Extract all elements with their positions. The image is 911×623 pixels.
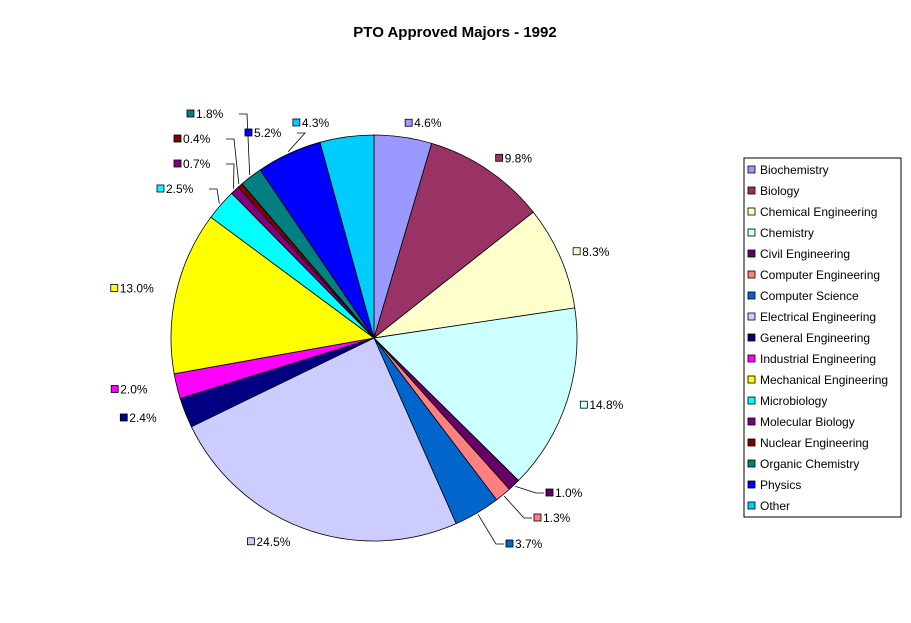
leader-line [226, 163, 235, 189]
legend-label-chemistry: Chemistry [760, 226, 814, 240]
legend-label-electrical-engineering: Electrical Engineering [760, 310, 876, 324]
slice-electrical-engineering [190, 337, 457, 542]
leader-line [477, 514, 504, 545]
data-label-key [247, 537, 255, 546]
data-label-chemistry: 14.8% [589, 398, 623, 412]
legend-label-mechanical-engineering: Mechanical Engineering [760, 373, 888, 387]
data-label-key [533, 513, 542, 522]
data-label-industrial-engineering: 2.0% [120, 382, 148, 396]
data-label-key [495, 153, 504, 162]
leader-line [515, 486, 544, 494]
legend-swatch-microbiology [747, 396, 756, 405]
legend-label-industrial-engineering: Industrial Engineering [760, 352, 876, 366]
data-label-molecular-biology: 0.7% [183, 157, 211, 171]
legend-swatch-physics [747, 480, 756, 489]
chart-title: PTO Approved Majors - 1992 [353, 24, 556, 41]
data-label-computer-science: 3.7% [515, 537, 543, 551]
legend-swatch-organic-chemistry [747, 459, 756, 468]
data-label-chemical-engineering: 8.3% [582, 245, 610, 259]
data-label-biochemistry: 4.6% [414, 116, 442, 130]
legend-label-biology: Biology [760, 184, 799, 198]
data-label-key [404, 118, 413, 127]
data-label-key [186, 109, 195, 118]
data-label-civil-engineering: 1.0% [555, 486, 583, 500]
data-label-organic-chemistry: 1.8% [196, 107, 224, 121]
data-label-key [119, 413, 128, 422]
legend-swatch-biochemistry [747, 165, 756, 174]
data-label-key [292, 118, 301, 127]
legend-label-general-engineering: General Engineering [760, 331, 870, 345]
legend-label-civil-engineering: Civil Engineering [760, 247, 850, 261]
legend-swatch-civil-engineering [747, 249, 756, 258]
data-label-physics: 5.2% [254, 126, 282, 140]
legend-swatch-chemistry [747, 228, 756, 237]
data-label-other: 4.3% [302, 116, 330, 130]
data-label-nuclear-engineering: 0.4% [183, 132, 211, 146]
legend-swatch-chemical-engineering [747, 207, 756, 216]
legend-swatch-other [747, 501, 756, 510]
data-label-microbiology: 2.5% [166, 182, 194, 196]
data-label-key [572, 247, 581, 256]
legend-swatch-computer-science [747, 291, 756, 300]
slice-other [319, 134, 375, 339]
slice-chemical-engineering [372, 211, 576, 339]
data-label-general-engineering: 2.4% [129, 411, 157, 425]
legend-label-chemical-engineering: Chemical Engineering [760, 205, 877, 219]
slice-chemistry [373, 307, 578, 482]
leader-line [287, 132, 306, 153]
data-label-key [579, 400, 588, 409]
leader-line [226, 138, 240, 184]
legend-label-biochemistry: Biochemistry [760, 163, 829, 177]
legend-swatch-mechanical-engineering [747, 375, 756, 384]
pie-slices [170, 134, 578, 542]
leader-line [239, 113, 251, 176]
data-label-key [545, 488, 554, 497]
data-label-mechanical-engineering: 13.0% [120, 281, 154, 295]
legend-swatch-biology [747, 186, 756, 195]
legend-label-microbiology: Microbiology [760, 394, 827, 408]
data-label-key [244, 128, 253, 137]
legend-swatch-molecular-biology [747, 417, 756, 426]
legend-swatch-computer-engineering [747, 270, 756, 279]
data-label-electrical-engineering: 24.5% [256, 535, 290, 549]
legend-label-physics: Physics [760, 478, 801, 492]
legend-swatch-industrial-engineering [747, 354, 756, 363]
legend-label-molecular-biology: Molecular Biology [760, 415, 855, 429]
legend-label-other: Other [760, 499, 790, 513]
data-label-key [173, 134, 182, 143]
data-label-key [505, 539, 514, 548]
legend-label-computer-engineering: Computer Engineering [760, 268, 880, 282]
data-label-computer-engineering: 1.3% [543, 511, 571, 525]
slice-mechanical-engineering [170, 216, 375, 375]
legend-swatch-general-engineering [747, 333, 756, 342]
data-label-key [110, 284, 119, 292]
legend-label-nuclear-engineering: Nuclear Engineering [760, 436, 869, 450]
legend-swatch-electrical-engineering [747, 312, 756, 321]
data-labels: 4.6% 9.8% 8.3% 14.8% 1.0% 1.3%3.7% 24.5% 2.4% 2.… [110, 107, 624, 551]
legend-box [743, 157, 902, 518]
data-label-key [173, 159, 182, 168]
legend: Biochemistry Biology Chemical Engineering C… [743, 157, 902, 518]
data-label-key [110, 385, 119, 393]
legend-swatch-nuclear-engineering [747, 438, 756, 447]
leader-line [504, 495, 532, 519]
slice-biology [373, 142, 534, 340]
leader-line [209, 188, 220, 204]
data-label-key [156, 184, 165, 193]
data-label-biology: 9.8% [505, 151, 533, 165]
legend-label-organic-chemistry: Organic Chemistry [760, 457, 859, 471]
legend-label-computer-science: Computer Science [760, 289, 859, 303]
